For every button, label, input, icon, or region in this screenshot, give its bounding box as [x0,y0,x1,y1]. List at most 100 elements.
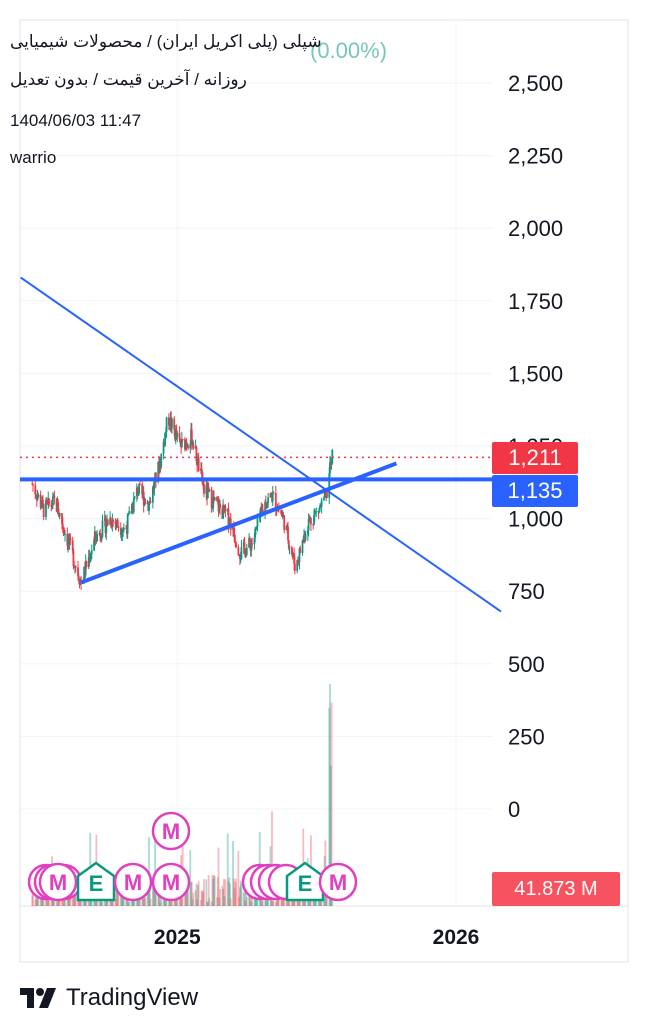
candle-body [109,518,112,526]
candle-body [138,483,141,494]
candle-body [238,554,241,556]
volume-bar [153,881,156,906]
candle-body [272,492,275,494]
volume-bar [127,901,130,906]
candle-body [328,473,331,498]
volume-bar [42,895,44,906]
volume-bar [328,707,331,906]
price-tick-label: 500 [508,652,545,677]
candle-body [164,432,166,446]
candle-body [57,502,60,515]
volume-bar [290,896,293,906]
candle-body [255,528,257,530]
volume-bar [152,880,155,906]
symbol-title[interactable]: شپلی (پلی اکریل ایران) / محصولات شیمیایی [10,32,322,51]
volume-bar [58,897,60,906]
volume-bar [330,702,333,906]
volume-bar [116,880,118,906]
candle-body [297,560,299,562]
volume-bar [149,898,152,906]
candle-body [232,525,235,535]
last-price-badge: 1,211 [492,442,578,474]
candle-body [235,542,237,548]
candle-body [34,485,37,495]
candle-body [266,502,269,507]
price-tick-label: 0 [508,797,520,822]
candle-body [203,484,205,494]
candle-body [173,418,176,431]
candle-body [187,445,189,449]
volume-bar [79,900,82,906]
volume-bar [185,886,188,906]
candle-body [87,556,90,568]
candle-body [101,520,104,537]
volume-bar [171,901,173,906]
candle-body [323,497,325,501]
meeting-marker [38,862,78,902]
trendline-ascending [80,461,398,585]
candle-body [216,497,218,502]
volume-bar [147,885,150,906]
volume-bar [51,898,54,906]
candle-body [84,561,87,576]
candle-body [142,491,145,506]
candle-body [245,554,247,557]
candle-body [61,513,63,524]
tradingview-logo[interactable]: TradingView [20,984,198,1012]
volume-bar [80,899,82,906]
candle-body [149,501,152,503]
earnings-marker [76,861,116,902]
time-tick-label: 2026 [433,926,480,949]
candle-body [119,528,122,536]
volume-bar [55,901,58,906]
volume-bar [261,901,263,906]
volume-bar [194,890,197,906]
volume-bar [85,898,88,906]
volume-bar [259,894,262,906]
volume-bar [174,898,177,906]
volume-bar [238,896,241,906]
volume-bar [242,892,245,906]
brand-name: TradingView [66,984,199,1011]
candle-body [192,443,195,449]
candle-body [298,548,301,563]
candle-body [51,505,53,507]
event-markers: M E M MME M [27,811,358,902]
candle-body [210,489,213,508]
candle-body [178,432,181,440]
volume-bar [224,879,227,906]
volume-bar [245,896,248,906]
candle-body [293,563,296,571]
candle-body [243,542,246,549]
volume-bar [223,896,226,906]
meeting-marker [113,862,153,902]
meeting-marker [151,862,191,902]
candle-body [117,526,120,529]
volume-badge: 41.873 M [492,872,620,906]
candle-body [310,518,312,525]
candle-body [224,506,227,512]
candle-body [208,489,211,491]
candle-body [287,540,290,548]
candle-body [254,528,257,538]
volume-bar [190,881,193,906]
candle-body [250,543,253,551]
candle-body [48,498,50,505]
volume-bar [195,883,198,906]
candle-body [128,511,131,515]
candle-body [207,486,210,491]
meeting-marker-label: M [329,870,347,895]
price-tick-label: 2,500 [508,71,563,96]
candle-body [256,518,259,527]
candle-body [329,462,331,474]
volume-bar [74,895,77,906]
price-tick-label: 2,000 [508,216,563,241]
volume-bar [169,899,172,906]
candle-body [293,553,296,564]
volume-bar [190,882,192,906]
volume-bar [207,875,210,906]
trendline-descending [20,276,502,613]
candle-body [35,494,37,498]
volume-bar [229,883,231,906]
